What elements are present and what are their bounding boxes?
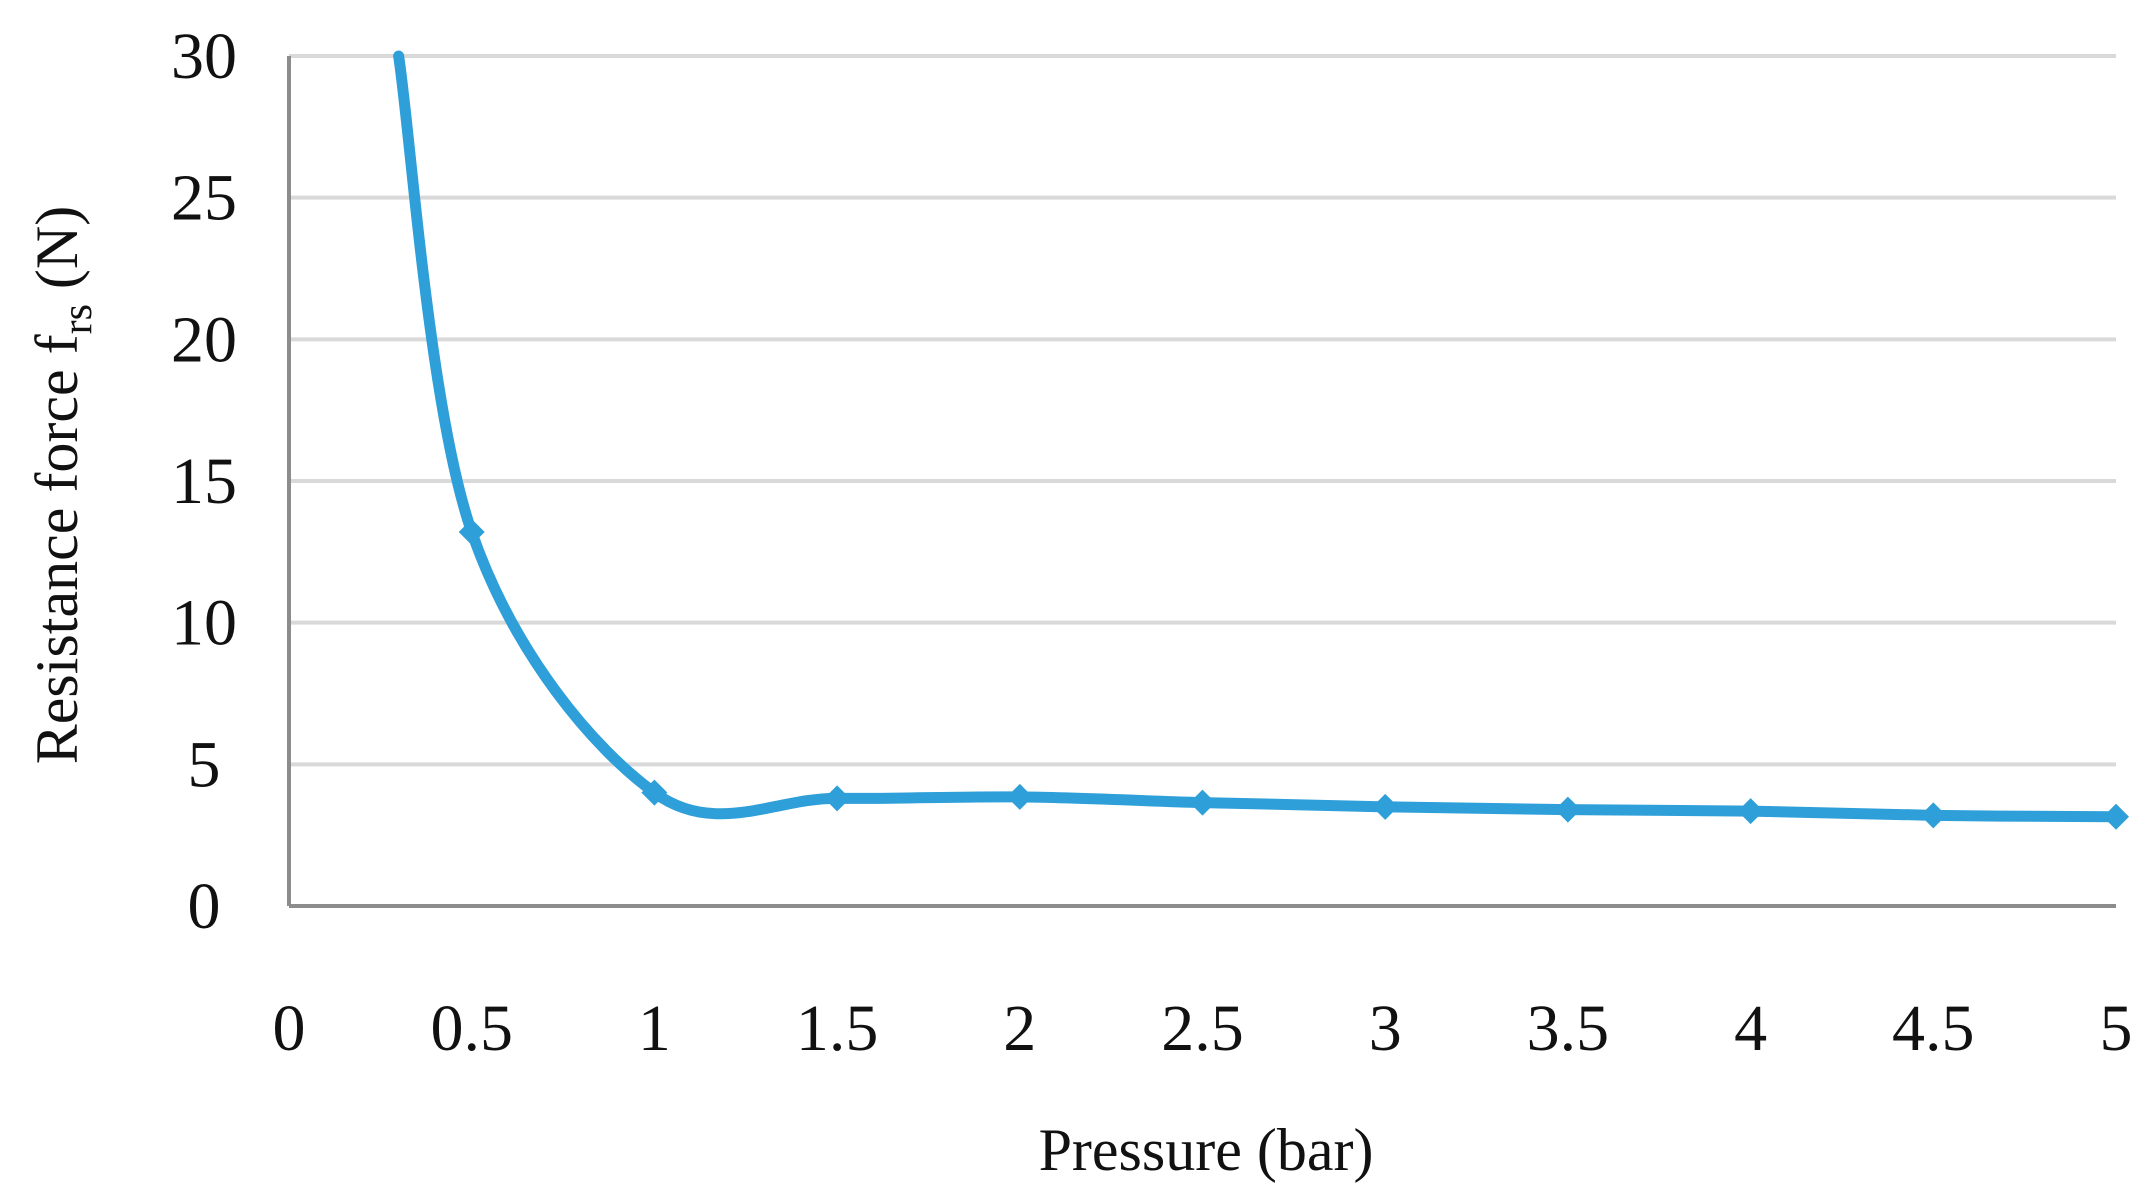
y-axis-title-main: Resistance force f (24, 334, 90, 764)
x-tick-label-1: 1 (638, 992, 671, 1065)
y-tick-label-5: 5 (188, 728, 221, 801)
data-point-3 (1372, 793, 1399, 820)
x-tick-label-0.5: 0.5 (430, 992, 513, 1065)
axis-titles: Pressure (bar) Resistance force frs (N) (24, 206, 1373, 1183)
data-markers (458, 519, 2129, 830)
data-point-4 (1737, 798, 1764, 825)
x-tick-label-3.5: 3.5 (1527, 992, 1610, 1065)
data-point-4.5 (1920, 802, 1947, 829)
y-tick-label-0: 0 (188, 870, 221, 943)
y-tick-label-30: 30 (171, 20, 237, 93)
y-axis-title-unit: (N) (24, 206, 90, 304)
axes (287, 56, 2116, 908)
y-tick-label-10: 10 (171, 587, 237, 660)
data-point-0.5 (458, 519, 485, 545)
data-point-3.5 (1554, 796, 1581, 823)
series-line-0 (393, 50, 2122, 823)
y-axis-title-subscript: rs (55, 304, 101, 334)
y-tick-label-20: 20 (171, 303, 237, 376)
data-point-2 (1006, 783, 1033, 810)
x-tick-label-2: 2 (1003, 992, 1036, 1065)
x-tick-label-0: 0 (273, 992, 306, 1065)
data-point-1.5 (824, 785, 851, 812)
y-axis-title: Resistance force frs (N) (24, 206, 101, 764)
data-point-2.5 (1189, 789, 1216, 816)
data-point-5 (2103, 803, 2129, 830)
gridlines (289, 54, 2116, 767)
x-tick-label-2.5: 2.5 (1161, 992, 1244, 1065)
x-tick-label-4: 4 (1734, 992, 1767, 1065)
x-tick-label-1.5: 1.5 (796, 992, 879, 1065)
x-tick-label-5: 5 (2100, 992, 2133, 1065)
data-point-1 (641, 779, 668, 806)
x-axis-title: Pressure (bar) (1039, 1117, 1374, 1183)
series (393, 50, 2122, 823)
tick-labels: 0 5 10 15 20 25 30 0 0.5 1 1.5 2 2.5 3 3.5 4 4.5 5 (171, 20, 2133, 1065)
x-tick-label-3: 3 (1369, 992, 1402, 1065)
y-tick-label-15: 15 (171, 445, 237, 518)
y-tick-label-25: 25 (171, 162, 237, 235)
x-tick-label-4.5: 4.5 (1892, 992, 1975, 1065)
